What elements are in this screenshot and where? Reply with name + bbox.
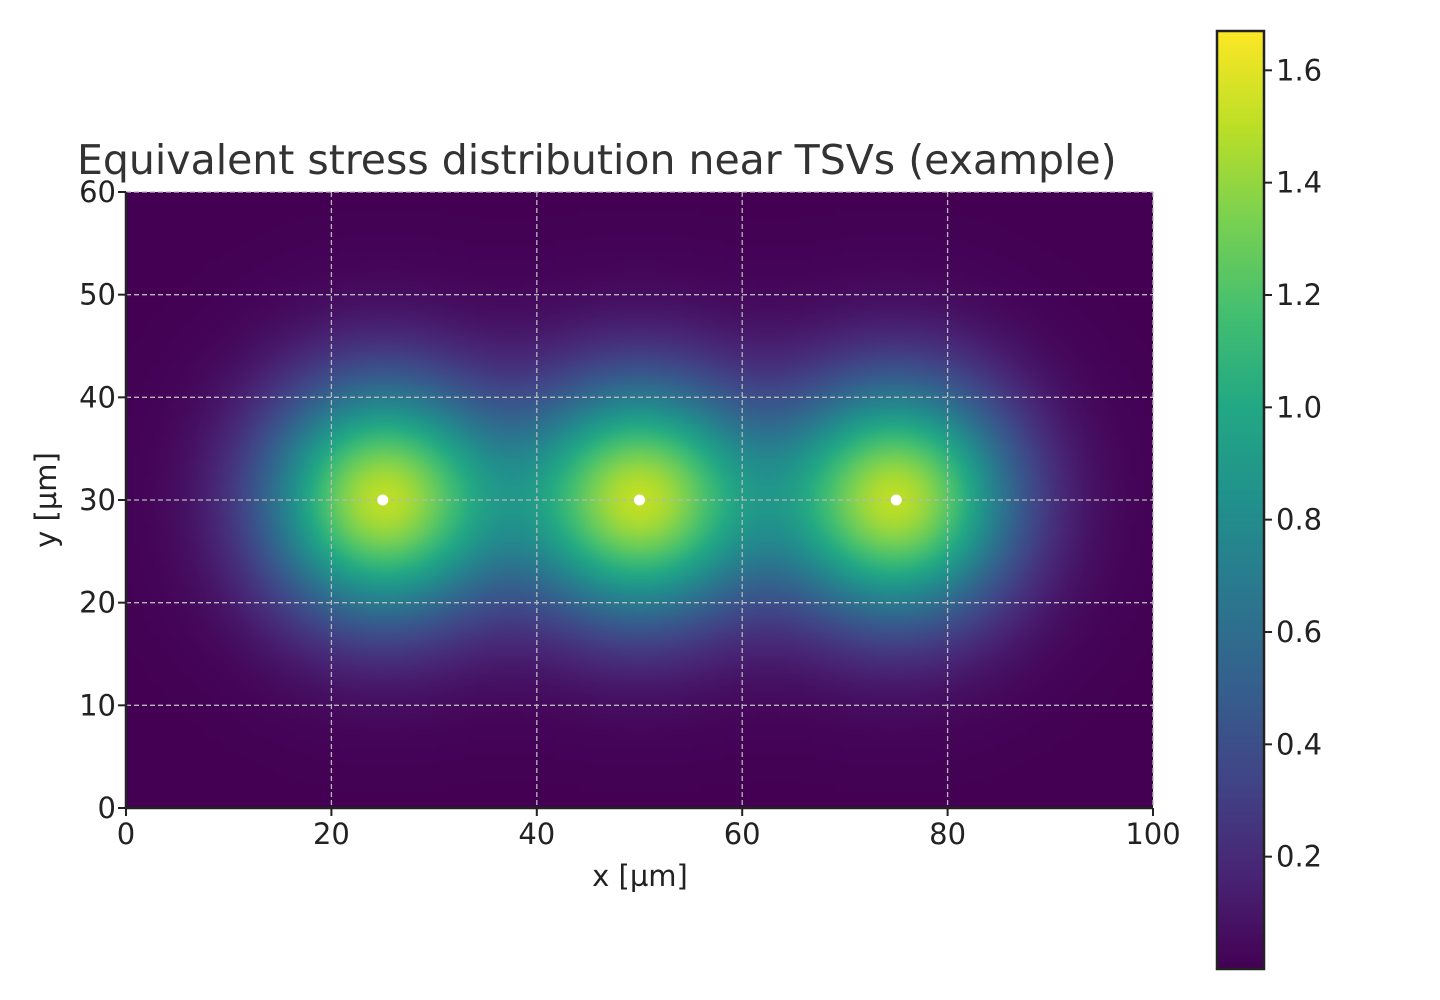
colorbar-tick-label: 0.4 bbox=[1276, 727, 1322, 761]
x-axis-ticks: 0 20 40 60 80 100 bbox=[117, 808, 1181, 851]
colorbar-tick-label: 0.6 bbox=[1276, 615, 1322, 649]
y-tick-label: 30 bbox=[79, 483, 116, 517]
x-axis-label: x [µm] bbox=[592, 859, 688, 893]
y-tick-label: 0 bbox=[98, 791, 116, 825]
colorbar-tick-label: 1.6 bbox=[1276, 53, 1322, 87]
chart-title: Equivalent stress distribution near TSVs… bbox=[77, 136, 1117, 184]
colorbar-ticks: 0.2 0.4 0.6 0.8 1.0 1.2 1.4 1.6 bbox=[1264, 53, 1322, 874]
tsv-center-marker bbox=[377, 494, 389, 506]
colorbar-frame bbox=[1215, 29, 1266, 971]
x-tick-label: 40 bbox=[518, 817, 555, 851]
colorbar-tick-label: 1.2 bbox=[1276, 278, 1322, 312]
y-tick-label: 50 bbox=[79, 278, 116, 312]
x-tick-label: 60 bbox=[724, 817, 761, 851]
tsv-center-marker bbox=[890, 494, 902, 506]
y-tick-label: 20 bbox=[79, 586, 116, 620]
colorbar-tick-label: 0.2 bbox=[1276, 840, 1322, 874]
x-tick-label: 20 bbox=[313, 817, 350, 851]
x-tick-label: 0 bbox=[117, 817, 135, 851]
x-tick-label: 80 bbox=[929, 817, 966, 851]
x-tick-label: 100 bbox=[1125, 817, 1180, 851]
colorbar-tick-label: 1.0 bbox=[1276, 390, 1322, 424]
y-axis-ticks: 0 10 20 30 40 50 60 bbox=[79, 175, 126, 825]
y-tick-label: 10 bbox=[79, 688, 116, 722]
y-tick-label: 40 bbox=[79, 380, 116, 414]
tsv-markers bbox=[377, 494, 902, 506]
y-axis-label: y [µm] bbox=[29, 452, 63, 548]
y-tick-label: 60 bbox=[79, 175, 116, 209]
colorbar-tick-label: 1.4 bbox=[1276, 166, 1322, 200]
tsv-center-marker bbox=[634, 494, 645, 506]
colorbar-tick-label: 0.8 bbox=[1276, 503, 1322, 537]
colorbar-gradient bbox=[1217, 31, 1264, 969]
